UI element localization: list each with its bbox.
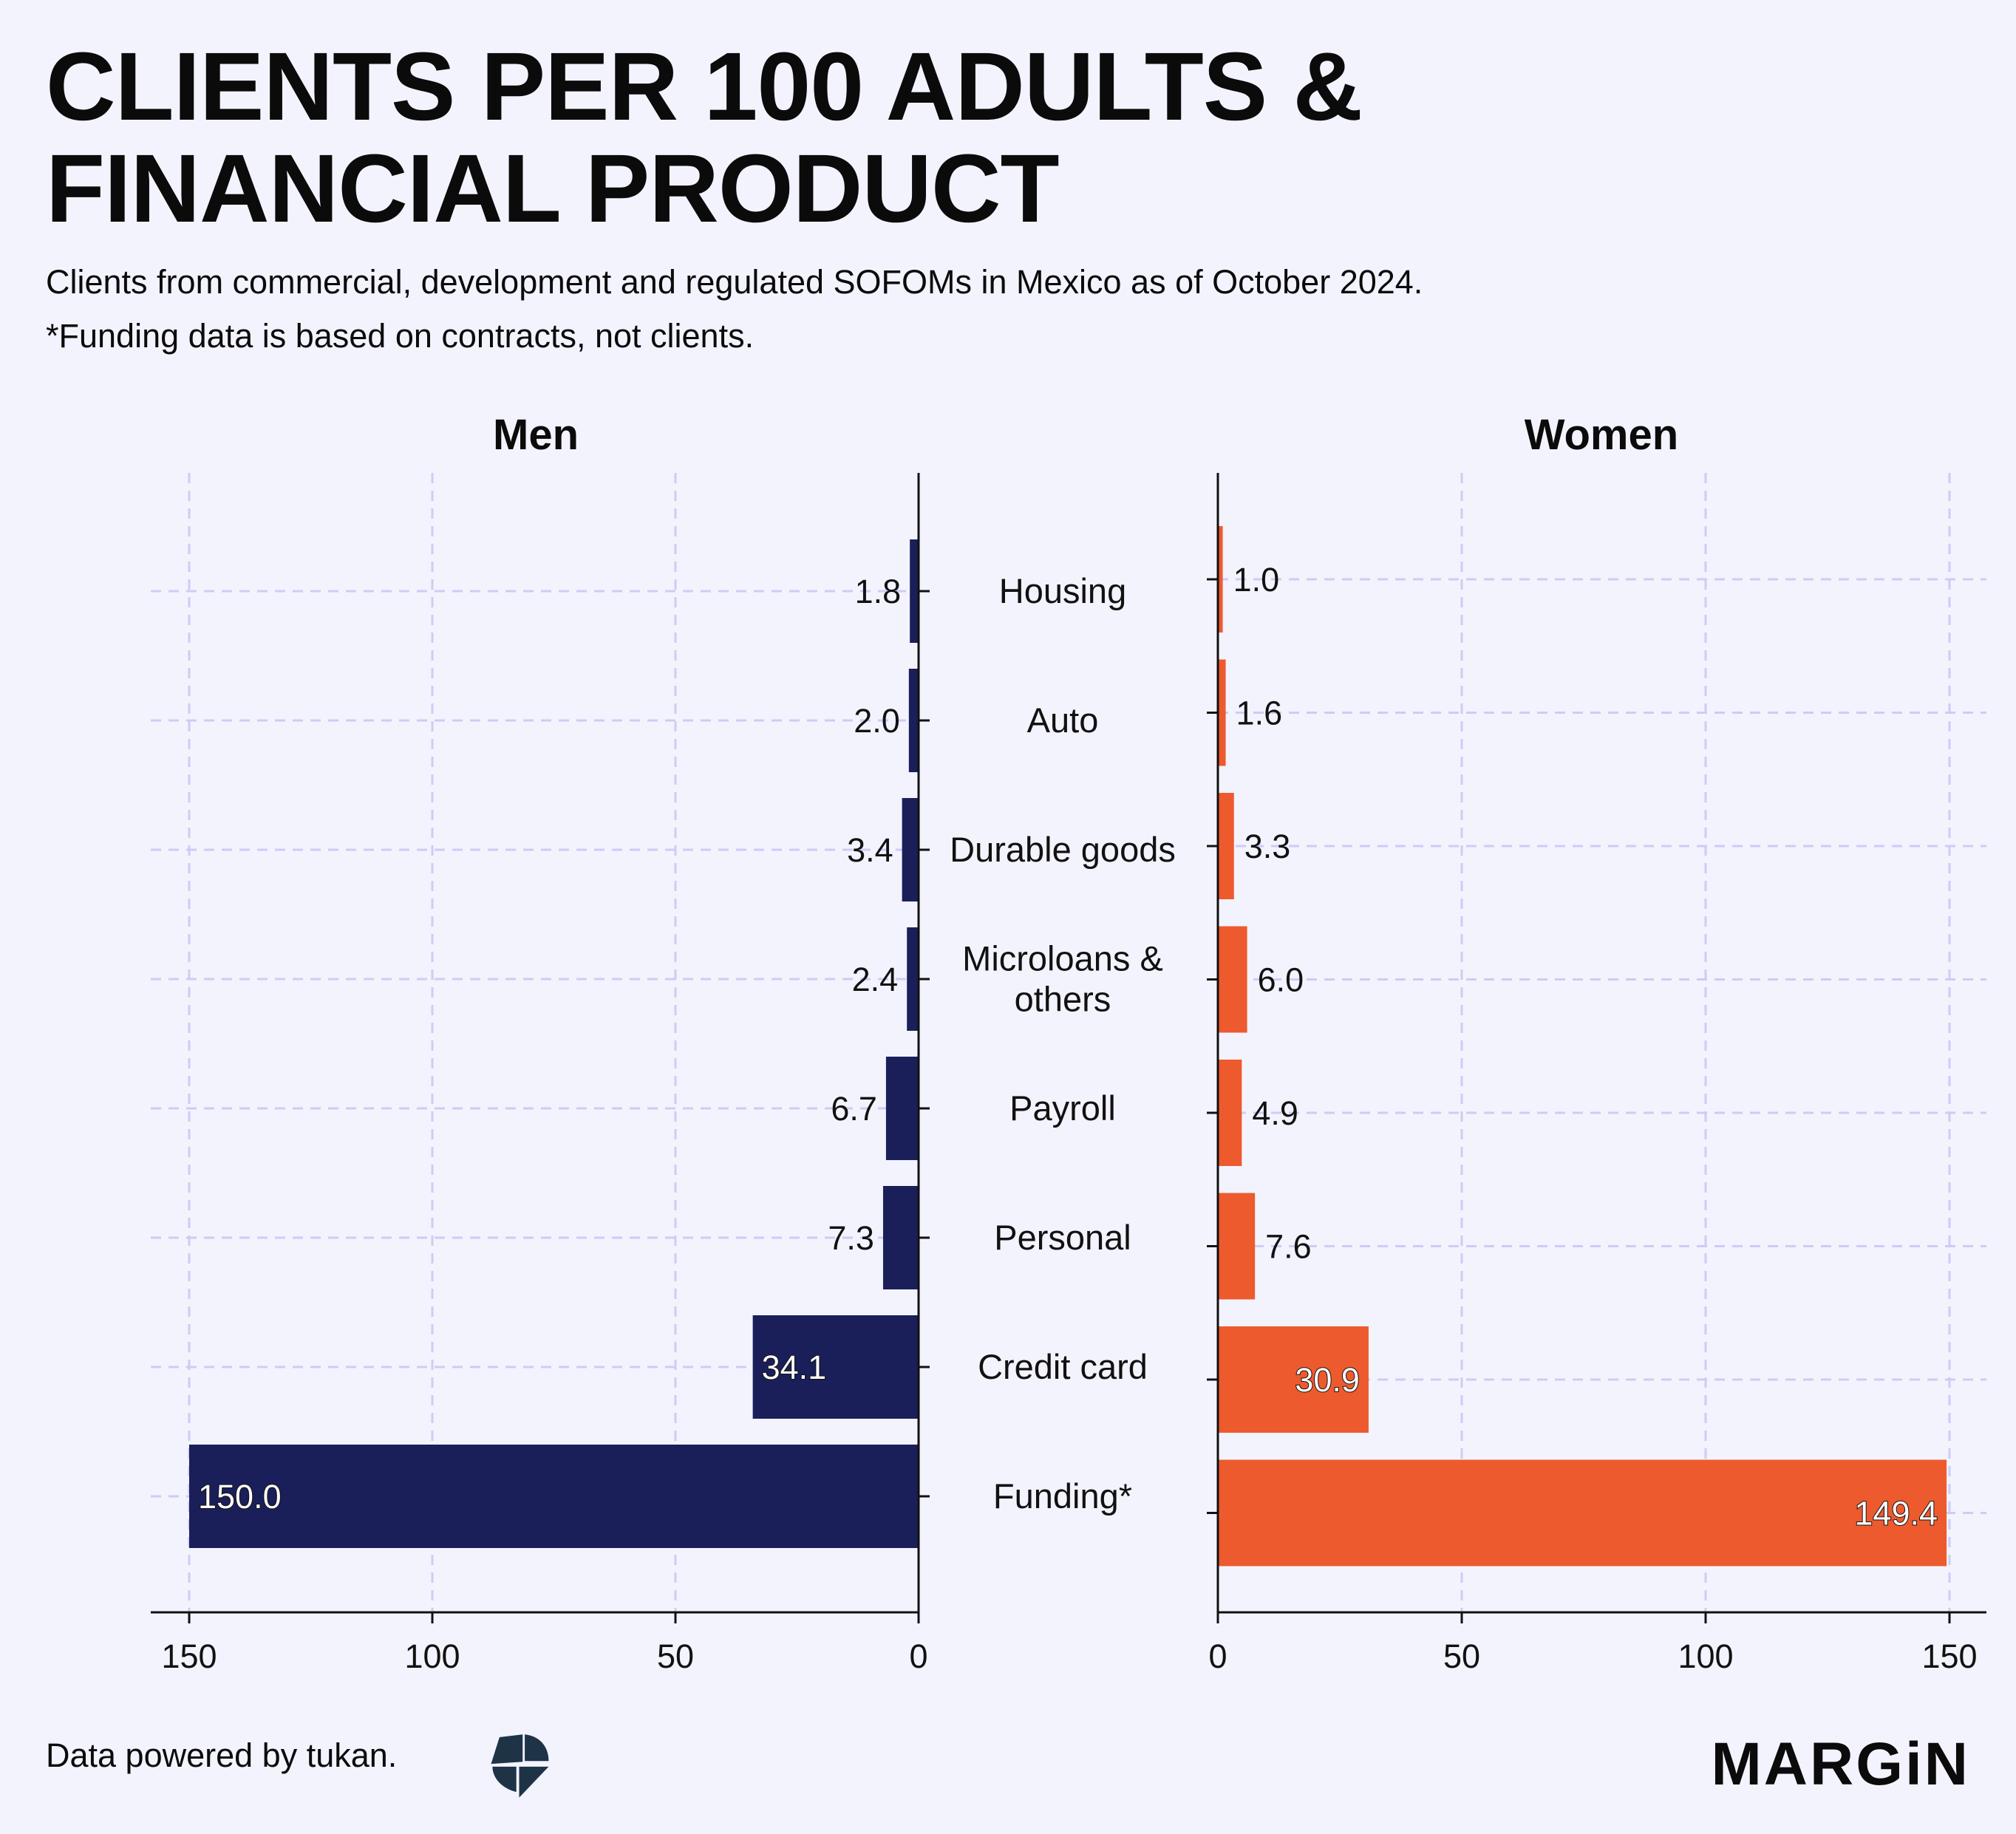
data-label-women: 7.6 [1265, 1228, 1312, 1266]
panel-title-men: Men [493, 411, 579, 459]
bar-women [1218, 1326, 1369, 1433]
bar-men [907, 927, 919, 1031]
bar-women [1218, 926, 1247, 1033]
category-label: Durable goods [950, 830, 1176, 869]
data-label-men: 3.4 [847, 831, 893, 869]
data-label-women: 30.9 [1295, 1361, 1360, 1399]
brand-logo: MARGiN [1711, 1731, 1970, 1798]
x-tick-label-women: 0 [1208, 1637, 1227, 1675]
bar-men [902, 798, 919, 901]
x-tick-label-women: 50 [1443, 1637, 1480, 1675]
data-label-men: 6.7 [831, 1090, 877, 1128]
data-label-women: 6.0 [1258, 961, 1304, 999]
bar-men [885, 1057, 919, 1160]
data-label-men: 2.4 [852, 961, 899, 998]
category-label: Funding* [993, 1476, 1132, 1516]
x-tick-label-men: 0 [909, 1637, 927, 1675]
subtitle-line-2: *Funding data is based on contracts, not… [46, 317, 755, 355]
title-line-1: CLIENTS PER 100 ADULTS & [46, 32, 1363, 140]
category-label: Credit card [978, 1347, 1148, 1386]
subtitle-line-1: Clients from commercial, development and… [46, 263, 1423, 301]
x-tick-label-women: 150 [1921, 1637, 1977, 1675]
bar-women [1218, 1193, 1256, 1300]
title-line-2: FINANCIAL PRODUCT [46, 134, 1060, 242]
x-tick-label-men: 50 [657, 1637, 694, 1675]
data-label-men: 7.3 [828, 1219, 874, 1257]
data-label-women: 1.0 [1233, 561, 1280, 599]
bar-women [1218, 526, 1223, 633]
x-tick-label-women: 100 [1678, 1637, 1733, 1675]
panel-title-women: Women [1525, 411, 1678, 459]
x-tick-label-men: 100 [404, 1637, 460, 1675]
bar-women [1218, 659, 1226, 766]
category-label: Payroll [1009, 1088, 1116, 1128]
bar-men [882, 1186, 919, 1289]
x-tick-label-men: 150 [161, 1637, 217, 1675]
data-source-note: Data powered by tukan. [46, 1736, 398, 1774]
data-label-men: 34.1 [762, 1349, 827, 1386]
bar-men [752, 1315, 919, 1419]
data-label-women: 1.6 [1236, 695, 1283, 732]
data-label-men: 1.8 [855, 573, 902, 610]
tukan-logo-icon [491, 1734, 549, 1798]
bar-women [1218, 793, 1234, 899]
category-label: Microloans & others [962, 939, 1163, 1019]
data-label-women: 149.4 [1854, 1495, 1938, 1533]
chart-title: CLIENTS PER 100 ADULTS & FINANCIAL PRODU… [46, 35, 1893, 239]
data-label-men: 2.0 [854, 702, 900, 740]
data-label-women: 4.9 [1252, 1094, 1298, 1132]
category-label: Personal [994, 1218, 1131, 1257]
bar-men [908, 669, 919, 772]
data-label-women: 3.3 [1244, 828, 1291, 865]
category-label: Housing [999, 571, 1126, 610]
chart-subtitle: Clients from commercial, development and… [46, 255, 1967, 363]
bar-women [1218, 1060, 1242, 1166]
bar-women [1218, 1459, 1947, 1567]
bar-men [910, 539, 919, 643]
bar-men [189, 1445, 919, 1548]
category-label: Auto [1027, 700, 1099, 740]
data-label-men: 150.0 [198, 1478, 282, 1516]
